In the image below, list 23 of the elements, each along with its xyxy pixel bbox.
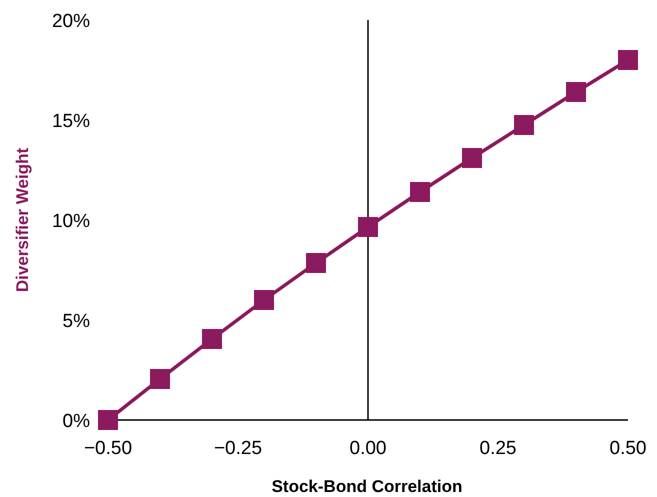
y-tick-label: 20% [52,11,90,32]
x-tick-label: 0.00 [350,438,386,459]
y-axis-title: Diversifier Weight [13,148,32,292]
point [150,369,170,389]
y-tick-label: 0% [62,411,90,432]
x-tick-label: 0.50 [610,438,646,459]
point [358,217,378,237]
x-tick-label: 0.25 [480,438,516,459]
x-tick-label: −0.25 [214,438,262,459]
point [514,115,534,135]
x-axis-title: Stock-Bond Correlation [272,477,462,496]
point [410,182,430,202]
y-tick-label: 5% [62,311,90,332]
point [306,253,326,273]
point [462,148,482,168]
point [618,50,638,70]
y-tick-label: 15% [52,111,90,132]
x-tick-label: −0.50 [84,438,132,459]
point [566,82,586,102]
point [98,410,118,430]
y-tick-label: 10% [52,211,90,232]
point [202,329,222,349]
point [254,290,274,310]
